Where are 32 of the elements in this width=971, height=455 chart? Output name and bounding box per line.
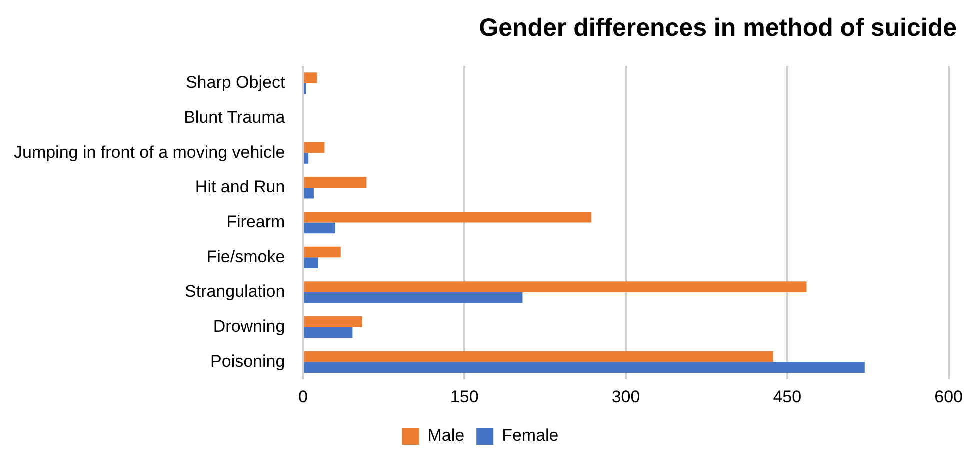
bar xyxy=(304,292,523,304)
chart-title: Gender differences in method of suicide xyxy=(479,14,958,42)
y-tick-label: Poisoning xyxy=(210,352,286,371)
y-tick-label: Jumping in front of a moving vehicle xyxy=(14,142,286,162)
bar xyxy=(304,258,318,268)
y-tick-label: Blunt Trauma xyxy=(184,108,286,127)
x-tick-label: 300 xyxy=(612,387,640,406)
bar xyxy=(304,212,592,223)
legend-label: Female xyxy=(502,426,559,446)
bar xyxy=(304,153,309,164)
bar xyxy=(304,362,865,373)
y-tick-label: Strangulation xyxy=(185,282,286,302)
bar xyxy=(304,142,325,154)
y-tick-label: Drowning xyxy=(213,317,286,336)
y-tick-label: Fie/smoke xyxy=(206,247,286,266)
x-tick-label: 150 xyxy=(450,387,479,406)
bar xyxy=(304,188,314,199)
legend-label: Male xyxy=(428,426,465,446)
bar xyxy=(304,282,807,292)
y-tick-label: Hit and Run xyxy=(195,178,286,197)
x-tick-label: 0 xyxy=(298,387,308,406)
x-tick-label: 450 xyxy=(773,387,802,406)
bar xyxy=(304,72,318,84)
y-tick-label: Sharp Object xyxy=(186,73,286,92)
bar xyxy=(304,177,367,188)
bar xyxy=(304,327,353,338)
bar xyxy=(304,351,774,362)
bar xyxy=(304,246,341,258)
bar xyxy=(304,222,336,234)
y-tick-label: Firearm xyxy=(226,212,286,232)
x-tick-label: 600 xyxy=(934,387,964,406)
bar xyxy=(304,316,362,328)
